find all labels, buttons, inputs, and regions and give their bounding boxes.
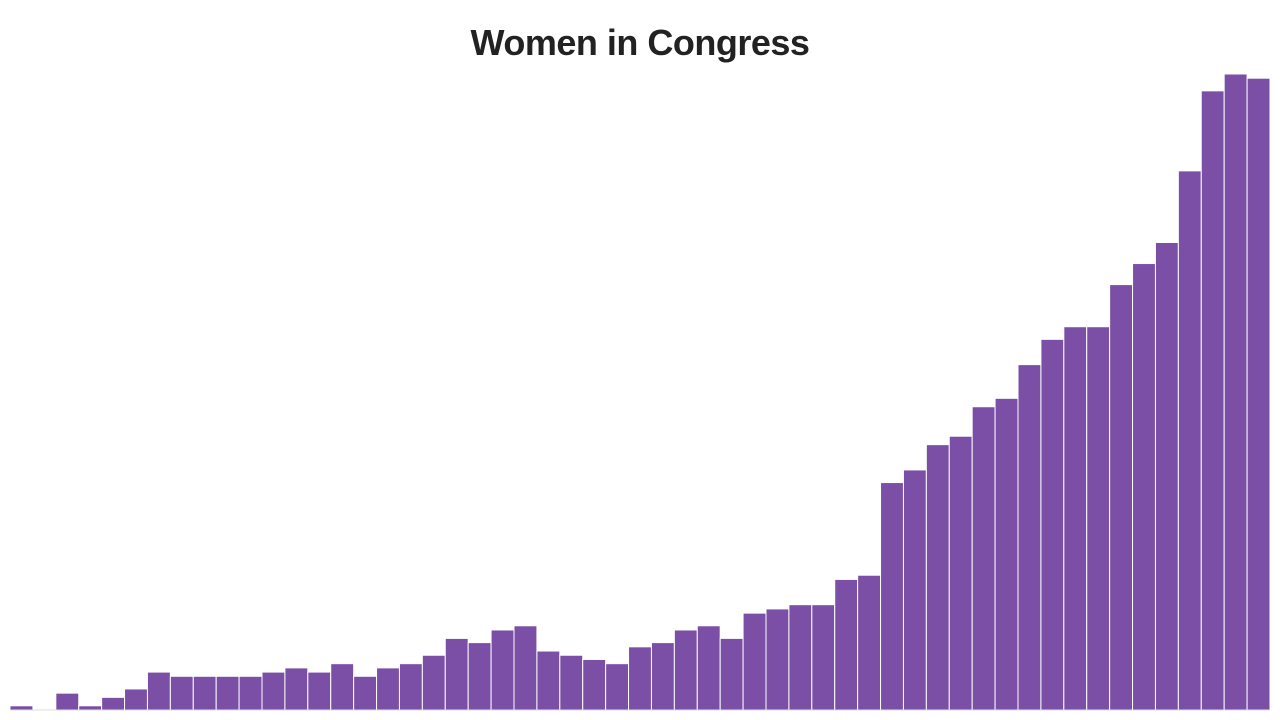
bar xyxy=(880,482,904,711)
bar xyxy=(284,667,309,711)
bar xyxy=(650,642,675,711)
bar xyxy=(124,688,148,711)
bar xyxy=(628,646,652,711)
bar xyxy=(1017,364,1042,711)
bar xyxy=(742,612,767,711)
bar xyxy=(444,637,469,711)
bar xyxy=(948,435,973,711)
bar xyxy=(376,667,400,711)
bar xyxy=(1109,284,1134,711)
bar xyxy=(330,663,355,711)
bar xyxy=(582,658,607,711)
bar xyxy=(536,650,561,711)
bar xyxy=(971,406,996,711)
bar xyxy=(513,625,538,711)
bar xyxy=(902,469,927,711)
bar xyxy=(925,444,950,711)
bar xyxy=(490,629,515,711)
bar xyxy=(1200,90,1225,711)
chart-title: Women in Congress xyxy=(470,22,810,63)
bar xyxy=(857,574,882,711)
bar xyxy=(765,608,790,711)
bar xyxy=(215,675,240,711)
bar xyxy=(994,397,1019,711)
bar xyxy=(192,675,217,711)
bar xyxy=(1246,77,1271,711)
bar xyxy=(261,671,286,711)
bar xyxy=(1223,73,1248,711)
bar xyxy=(605,663,630,711)
bar xyxy=(788,604,813,711)
bar xyxy=(559,654,584,711)
bar xyxy=(696,625,721,711)
bar xyxy=(398,663,423,711)
bar xyxy=(1063,326,1088,711)
bar xyxy=(238,675,263,711)
bar xyxy=(1132,263,1156,711)
bar xyxy=(9,705,34,711)
bar xyxy=(1040,338,1065,711)
bar xyxy=(1086,326,1111,711)
bar xyxy=(467,642,492,711)
bar xyxy=(719,637,744,711)
bar xyxy=(101,696,126,711)
bar xyxy=(834,578,859,711)
bar xyxy=(673,629,698,711)
bar xyxy=(811,604,836,711)
bar xyxy=(307,671,332,711)
bar xyxy=(1177,170,1202,711)
bar xyxy=(78,705,103,711)
bar xyxy=(421,654,446,711)
bar xyxy=(1154,241,1179,711)
bar xyxy=(146,671,171,711)
bar xyxy=(353,675,378,711)
bar xyxy=(169,675,194,711)
bar xyxy=(55,692,80,711)
